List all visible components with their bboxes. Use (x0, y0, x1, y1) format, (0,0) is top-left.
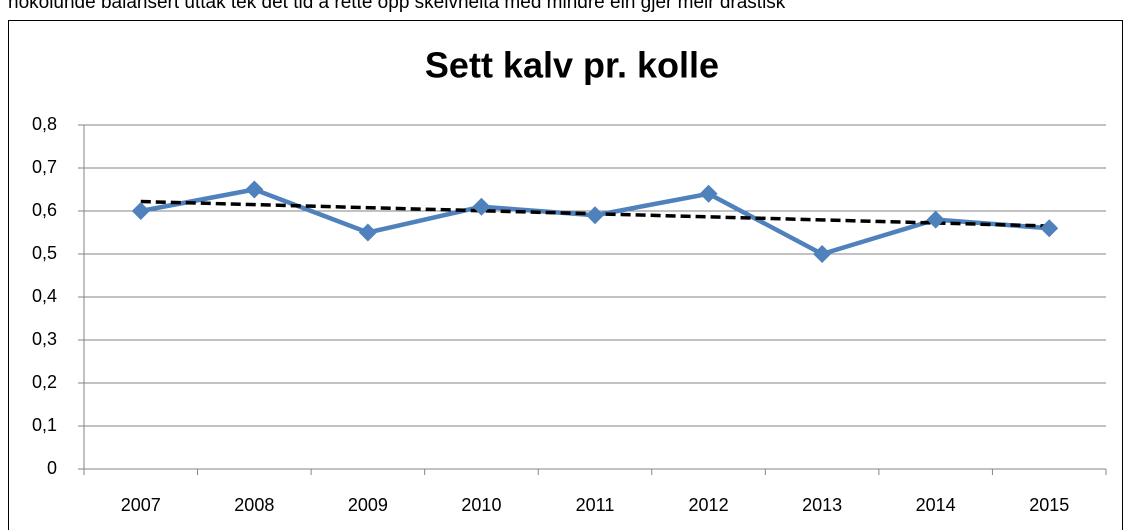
x-tick-label: 2011 (576, 495, 615, 515)
y-tick-label: 0,8 (32, 114, 57, 134)
data-point (245, 180, 264, 199)
data-point (131, 202, 150, 220)
x-tick-label: 2007 (121, 495, 161, 515)
data-point (472, 197, 491, 216)
x-tick-label: 2009 (348, 495, 388, 515)
x-tick-label: 2012 (689, 495, 729, 515)
data-point (358, 223, 377, 242)
y-tick-label: 0,5 (32, 243, 57, 263)
chart-border (8, 20, 1123, 530)
data-point (926, 210, 945, 229)
chart-title: Sett kalv pr. kolle (425, 45, 719, 86)
x-tick-label: 2014 (916, 495, 956, 515)
data-point (586, 206, 604, 225)
x-tick-label: 2008 (234, 495, 274, 515)
x-tick-label: 2015 (1029, 495, 1069, 515)
y-tick-label: 0,2 (32, 372, 57, 392)
data-point (813, 245, 832, 263)
y-tick-label: 0,6 (32, 200, 57, 220)
data-point (1040, 219, 1059, 238)
y-tick-label: 0,7 (32, 157, 57, 177)
y-tick-label: 0,1 (32, 415, 57, 435)
data-point (699, 184, 718, 203)
x-tick-label: 2010 (461, 495, 501, 515)
y-tick-label: 0 (47, 458, 57, 478)
x-tick-label: 2013 (802, 495, 842, 515)
document-text: nokolunde balansert uttak tek det tid å … (8, 0, 786, 13)
y-tick-label: 0,3 (32, 329, 57, 349)
y-tick-label: 0,4 (32, 286, 57, 306)
